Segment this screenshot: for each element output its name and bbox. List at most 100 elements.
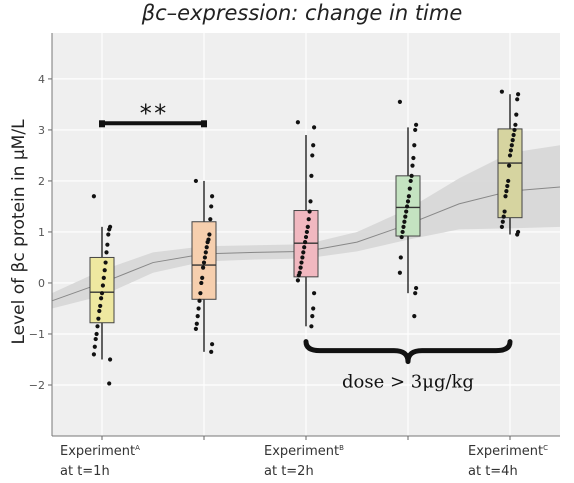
data-point — [198, 291, 203, 296]
data-point — [299, 260, 304, 265]
data-point — [205, 240, 210, 245]
data-point — [94, 331, 99, 337]
data-point — [399, 234, 404, 240]
data-point — [106, 232, 111, 237]
data-point — [510, 138, 515, 143]
data-point — [309, 324, 314, 329]
data-point — [516, 92, 521, 97]
data-point — [504, 189, 509, 194]
data-point — [201, 265, 206, 270]
data-point — [414, 285, 419, 291]
y-tick-label: −2 — [29, 379, 45, 392]
data-point — [99, 296, 104, 301]
data-point — [200, 275, 205, 280]
data-point — [406, 194, 411, 199]
data-point — [309, 173, 314, 178]
data-point — [507, 153, 513, 158]
data-point — [499, 89, 504, 94]
data-point — [104, 250, 109, 255]
data-point — [397, 99, 402, 104]
data-point — [310, 153, 315, 158]
data-point — [195, 314, 200, 319]
data-point — [199, 280, 204, 286]
data-point — [91, 352, 96, 357]
x-tick-sublabel: at t=4h — [468, 464, 518, 479]
data-point — [402, 219, 407, 224]
x-tick-label: ExperimentC — [468, 444, 548, 459]
data-point — [210, 342, 215, 347]
data-point — [312, 291, 317, 296]
data-point — [98, 303, 103, 309]
data-point — [305, 224, 310, 229]
data-point — [307, 209, 312, 214]
box — [89, 256, 115, 324]
data-point — [193, 326, 198, 331]
box — [497, 128, 523, 219]
data-point — [499, 224, 504, 229]
data-point — [300, 255, 305, 260]
data-point — [412, 314, 417, 319]
box — [191, 221, 217, 300]
data-point — [403, 214, 408, 219]
y-tick-label: 3 — [38, 124, 45, 137]
data-point — [503, 194, 508, 199]
data-point — [197, 298, 202, 303]
x-tick-label: ExperimentB — [264, 444, 344, 459]
significance-cap-left — [99, 120, 105, 128]
data-point — [303, 240, 308, 245]
data-point — [312, 125, 317, 130]
data-point — [92, 344, 97, 349]
data-point — [91, 194, 96, 199]
data-point — [204, 245, 209, 250]
x-tick-sublabel: at t=2h — [264, 464, 314, 479]
significance-label: ** — [139, 99, 168, 127]
data-point — [514, 112, 519, 117]
data-point — [400, 229, 405, 235]
data-point — [107, 227, 112, 232]
data-point — [193, 178, 198, 184]
data-point — [505, 183, 510, 189]
data-point — [414, 122, 419, 127]
data-point — [101, 275, 106, 280]
data-point — [93, 336, 98, 342]
data-point — [500, 219, 505, 224]
data-point — [298, 265, 303, 270]
data-point — [511, 132, 516, 138]
data-point — [404, 209, 409, 214]
data-point — [507, 163, 512, 168]
data-point — [308, 199, 313, 204]
data-point — [295, 120, 300, 125]
data-point — [209, 349, 214, 354]
data-point — [405, 204, 410, 209]
dose-label: dose > 3μg/kg — [342, 372, 474, 393]
data-point — [107, 381, 112, 386]
data-point — [310, 314, 315, 319]
data-point — [108, 357, 113, 362]
data-point — [303, 234, 309, 240]
points-layer — [91, 89, 521, 386]
data-point — [99, 291, 105, 296]
data-point — [408, 178, 413, 184]
data-point — [501, 214, 506, 219]
data-point — [311, 306, 316, 311]
data-point — [410, 163, 415, 168]
chart-title: βc–expression: change in time — [141, 1, 463, 25]
annotations-layer: ** dose > 3μg/kg — [99, 99, 513, 393]
data-point — [105, 242, 110, 247]
data-point — [301, 250, 306, 255]
data-point — [398, 255, 403, 260]
y-tick-label: 4 — [38, 73, 45, 86]
dose-brace — [303, 339, 513, 365]
data-point — [102, 268, 107, 273]
data-point — [194, 321, 199, 326]
data-point — [515, 97, 520, 102]
data-point — [295, 278, 300, 283]
data-point — [296, 273, 301, 278]
axes-layer: −2 −1 0 1 2 3 4 ExperimentA at t=1h ExperimentB at… — [29, 33, 560, 479]
y-tick-label: −1 — [29, 328, 45, 341]
data-point — [100, 283, 105, 288]
boxes-layer — [89, 94, 523, 360]
data-point — [407, 186, 412, 191]
y-tick-label: 2 — [38, 175, 45, 188]
